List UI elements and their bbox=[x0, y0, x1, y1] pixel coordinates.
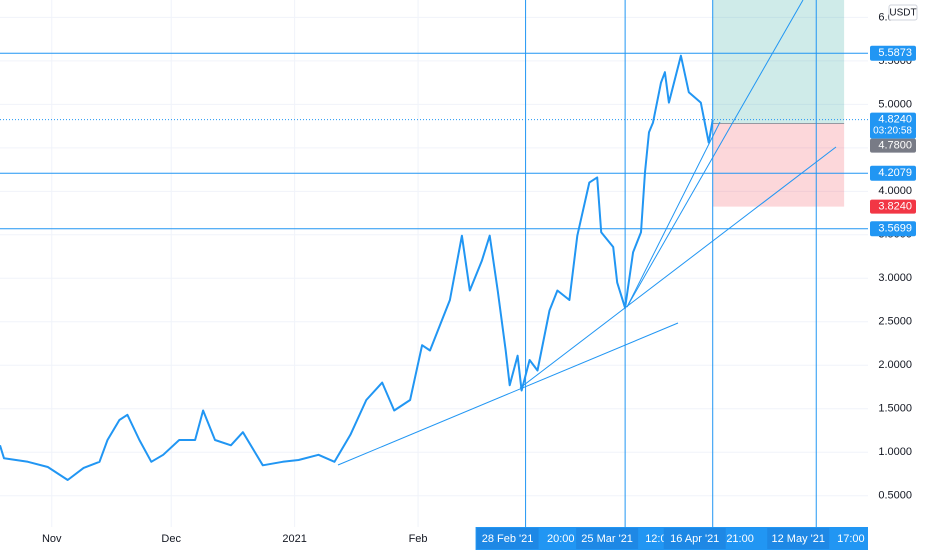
marker-label: 25 Mar '21 bbox=[581, 533, 633, 545]
entry-label-box bbox=[870, 138, 916, 153]
x-tick-label: 2021 bbox=[282, 533, 306, 545]
y-tick-label: 5.0000 bbox=[878, 98, 912, 110]
marker-label-box bbox=[476, 528, 539, 549]
trend-lines bbox=[337, 0, 837, 466]
y-tick-label: 3.0000 bbox=[878, 272, 912, 284]
trend-line bbox=[519, 146, 837, 389]
level-label: 4.2079 bbox=[878, 167, 912, 179]
level-label-box bbox=[870, 45, 916, 61]
marker-label-box bbox=[576, 528, 639, 549]
stop-zone bbox=[712, 123, 845, 207]
countdown: 03:20:58 bbox=[873, 125, 912, 136]
y-tick-label: 0.5000 bbox=[878, 490, 912, 502]
x-tick-label: Nov bbox=[42, 533, 62, 545]
trend-line bbox=[337, 322, 679, 466]
marker-label: 12 May '21 bbox=[772, 533, 825, 545]
level-label-box bbox=[870, 165, 916, 181]
marker-time-label: 20:00 bbox=[547, 533, 575, 545]
marker-label: 16 Apr '21 bbox=[670, 533, 719, 545]
marker-label: 28 Feb '21 bbox=[482, 533, 534, 545]
stop-label: 3.8240 bbox=[878, 201, 912, 213]
x-tick-label: Feb bbox=[409, 533, 428, 545]
last-price-box bbox=[870, 112, 916, 139]
level-label-box bbox=[870, 221, 916, 237]
price-line bbox=[0, 54, 714, 481]
entry-label: 4.7800 bbox=[878, 140, 912, 152]
marker-time-label: 21:00 bbox=[726, 533, 754, 545]
currency-box bbox=[888, 4, 918, 21]
currency: USDT bbox=[889, 8, 916, 19]
price-axis bbox=[868, 0, 932, 527]
stop-label-box bbox=[870, 199, 916, 214]
position-boxes bbox=[712, 0, 845, 207]
trend-line bbox=[626, 0, 804, 308]
grid bbox=[0, 0, 868, 527]
marker-label-box bbox=[767, 528, 830, 549]
level-label: 3.5699 bbox=[878, 223, 912, 235]
target-zone bbox=[712, 0, 845, 124]
x-tick-label: Dec bbox=[161, 533, 181, 545]
y-tick-label: 2.5000 bbox=[878, 316, 912, 328]
y-tick-label: 1.0000 bbox=[878, 446, 912, 458]
last-price-label: 4.8240 bbox=[878, 114, 912, 126]
marker-label-box bbox=[663, 528, 726, 549]
plot bbox=[0, 0, 868, 527]
level-label: 5.5873 bbox=[878, 47, 912, 59]
y-tick-label: 2.0000 bbox=[878, 359, 912, 371]
trend-line bbox=[626, 121, 721, 308]
y-tick-label: 1.5000 bbox=[878, 403, 912, 415]
marker-time-label: 17:00 bbox=[837, 533, 865, 545]
y-tick-label: 4.0000 bbox=[878, 185, 912, 197]
